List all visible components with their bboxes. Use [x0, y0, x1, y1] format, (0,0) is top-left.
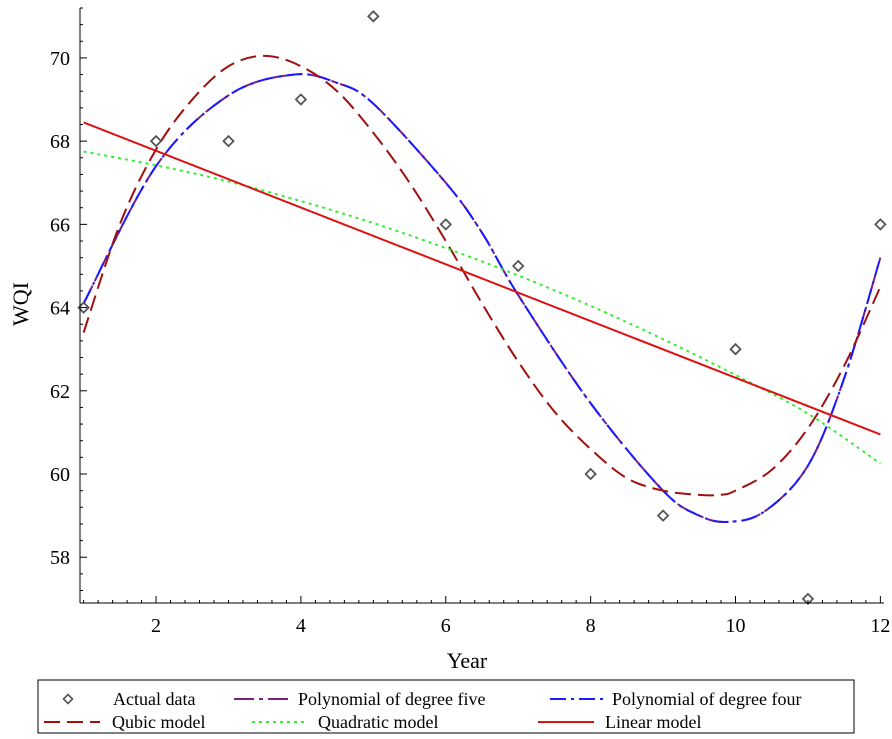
data-point	[294, 93, 308, 106]
legend-marker-actual-data	[62, 693, 74, 705]
data-point	[439, 218, 453, 231]
legend-label: Linear model	[605, 712, 701, 732]
x-tick-label: 6	[441, 615, 451, 637]
data-point	[874, 218, 887, 231]
x-tick-label: 10	[726, 615, 746, 637]
y-tick-label: 68	[50, 131, 70, 153]
legend-label: Qubic model	[112, 712, 205, 732]
x-axis-label: Year	[447, 648, 488, 673]
series-layer	[82, 54, 882, 524]
y-tick-label: 66	[50, 214, 70, 236]
series-line-polynomial-of-degree-five	[82, 73, 882, 524]
data-point	[367, 10, 380, 23]
y-tick-label: 60	[50, 464, 70, 486]
y-tick-label: 58	[50, 547, 70, 569]
series-line-quadratic-model	[83, 150, 881, 465]
series-line-polynomial-of-degree-four	[82, 73, 882, 524]
x-tick-label: 8	[586, 615, 596, 637]
x-tick-label: 12	[870, 615, 890, 637]
y-tick-label: 64	[50, 298, 70, 320]
data-point	[511, 259, 525, 273]
data-point	[729, 342, 742, 356]
y-tick-label: 70	[50, 48, 70, 70]
x-tick-label: 4	[296, 615, 306, 637]
data-point	[801, 592, 815, 606]
y-tick-label: 62	[50, 381, 70, 403]
legend-label: Quadratic model	[318, 712, 438, 732]
y-axis-label: WQI	[8, 282, 33, 326]
data-point	[222, 134, 235, 148]
data-point	[149, 134, 163, 148]
x-tick-label: 2	[151, 615, 161, 637]
legend-box	[37, 679, 855, 734]
data-point	[584, 467, 597, 481]
legend: Actual data Polynomial of degree five Poly…	[37, 679, 855, 734]
legend-label: Actual data	[113, 689, 195, 709]
data-point	[656, 509, 670, 522]
data-points	[77, 10, 887, 606]
series-line-linear-model	[83, 121, 881, 436]
series-line-qubic-model	[82, 54, 882, 497]
legend-label: Polynomial of degree four	[612, 689, 801, 709]
legend-label: Polynomial of degree five	[298, 689, 485, 709]
